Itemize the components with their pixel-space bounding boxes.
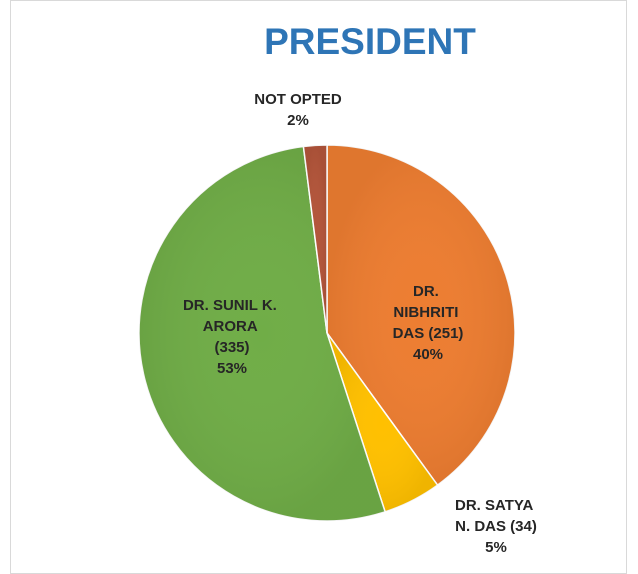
slice-shade <box>138 146 386 522</box>
slice-shade <box>303 145 327 333</box>
slice-shade <box>327 145 515 486</box>
value-label: 2% <box>287 112 309 129</box>
category-label: DR. SUNIL K. ARORA (335) <box>183 297 281 356</box>
category-label: DR. NIBHRITI DAS (251) <box>393 283 464 342</box>
value-label: 5% <box>485 539 507 556</box>
value-label: 53% <box>217 360 247 377</box>
category-label: NOT OPTED <box>254 91 342 108</box>
chart-title: PRESIDENT <box>264 21 476 62</box>
category-label: DR. SATYA N. DAS (34) <box>455 497 537 535</box>
value-label: 40% <box>413 346 443 363</box>
slice-shade <box>327 333 438 512</box>
